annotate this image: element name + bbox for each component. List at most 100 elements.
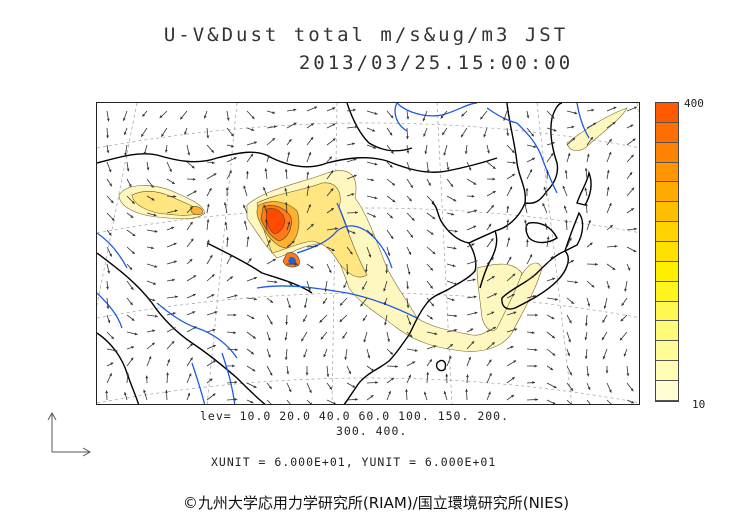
wind-arrowhead xyxy=(634,227,637,231)
wind-arrowhead xyxy=(630,388,634,392)
wind-arrowhead xyxy=(303,305,307,309)
wind-arrowhead xyxy=(630,154,634,158)
wind-arrowhead xyxy=(189,221,193,225)
wind-arrowhead xyxy=(511,294,515,297)
wind-arrowhead xyxy=(267,155,270,159)
wind-arrowhead xyxy=(470,328,474,332)
wind-arrowhead xyxy=(550,367,554,371)
wind-arrowhead xyxy=(230,144,234,148)
wind-arrowhead xyxy=(284,357,288,360)
wind-arrowhead xyxy=(587,386,591,390)
wind-arrowhead xyxy=(552,401,556,404)
wind-arrowhead xyxy=(128,183,132,187)
wind-arrowhead xyxy=(193,326,197,330)
wind-arrowhead xyxy=(352,385,356,388)
wind-arrowhead xyxy=(343,284,347,288)
unit-scale-text: XUNIT = 6.000E+01, YUNIT = 6.000E+01 xyxy=(211,455,497,469)
wind-arrowhead xyxy=(124,152,128,156)
wind-arrowhead xyxy=(568,320,572,324)
wind-arrowhead xyxy=(374,196,378,200)
colorbar-segment xyxy=(656,122,678,143)
wind-arrowhead xyxy=(584,356,588,360)
wind-arrowhead xyxy=(332,123,336,127)
wind-arrowhead xyxy=(131,317,135,321)
wind-arrowhead xyxy=(525,187,529,191)
wind-arrowhead xyxy=(154,264,158,268)
wind-arrowhead xyxy=(514,328,518,332)
wind-arrowhead xyxy=(491,342,495,345)
wind-arrowhead xyxy=(569,372,572,376)
wind-arrowhead xyxy=(408,321,412,325)
wind-arrowhead xyxy=(584,337,588,341)
wind-arrowhead xyxy=(243,204,246,208)
wind-arrowhead xyxy=(406,305,410,308)
wind-arrowhead xyxy=(306,171,310,175)
wind-arrowhead xyxy=(226,117,230,121)
wind-arrowhead xyxy=(562,185,566,189)
wind-arrowhead xyxy=(454,328,458,332)
wind-arrowhead xyxy=(388,390,391,394)
wind-arrowhead xyxy=(344,357,348,360)
wind-arrowhead xyxy=(513,360,517,364)
wind-arrowhead xyxy=(342,335,346,339)
wind-arrowhead xyxy=(308,389,312,393)
wind-arrowhead xyxy=(629,172,633,176)
wind-arrowhead xyxy=(408,251,412,255)
wind-arrowhead xyxy=(454,229,458,233)
wind-arrowhead xyxy=(150,184,154,188)
wind-arrowhead xyxy=(172,327,176,331)
wind-arrowhead xyxy=(230,133,234,137)
wind-arrowhead xyxy=(490,257,494,261)
wind-arrowhead xyxy=(284,337,288,341)
wind-arrowhead xyxy=(122,117,126,121)
wind-arrowhead xyxy=(423,391,427,395)
wind-arrowhead xyxy=(492,326,496,330)
wind-arrowhead xyxy=(471,194,475,198)
wind-arrowhead xyxy=(507,237,511,241)
wind-arrowhead xyxy=(267,239,271,243)
wind-arrowhead xyxy=(126,372,130,376)
wind-arrowhead xyxy=(143,389,146,393)
wind-arrowhead xyxy=(355,211,358,215)
wind-arrowhead xyxy=(564,170,568,173)
wind-arrowhead xyxy=(251,128,255,131)
wind-arrowhead xyxy=(606,186,610,190)
wind-arrowhead xyxy=(567,353,570,357)
wind-arrowhead xyxy=(602,356,606,360)
wind-arrowhead xyxy=(284,202,288,205)
wind-arrowhead xyxy=(329,386,332,390)
wind-arrowhead xyxy=(333,401,336,404)
wind-arrowhead xyxy=(187,392,191,396)
wind-arrowhead xyxy=(339,319,343,323)
wind-arrowhead xyxy=(571,301,574,304)
wind-arrowhead xyxy=(114,349,118,352)
wind-arrowhead xyxy=(473,182,477,185)
wind-arrowhead xyxy=(123,131,127,135)
wind-arrowhead xyxy=(383,302,387,306)
wind-arrowhead xyxy=(552,352,556,356)
wind-arrowhead xyxy=(310,137,314,140)
wind-arrowhead xyxy=(426,169,430,173)
wind-arrowhead xyxy=(308,204,311,208)
wind-arrowhead xyxy=(154,229,158,233)
wind-arrowhead xyxy=(273,125,277,129)
wind-arrowhead xyxy=(326,374,330,377)
wind-arrowhead xyxy=(192,177,196,181)
rivers xyxy=(97,103,590,404)
wind-arrowhead xyxy=(288,305,291,309)
wind-arrowhead xyxy=(267,337,271,341)
wind-arrowhead xyxy=(169,168,172,172)
wind-arrowhead xyxy=(151,246,154,250)
wind-arrowhead xyxy=(584,168,588,171)
wind-arrowhead xyxy=(189,357,193,361)
wind-arrowhead xyxy=(105,390,109,394)
wind-arrowhead xyxy=(328,269,332,273)
wind-arrowhead xyxy=(608,151,612,155)
dust-plume-main xyxy=(246,170,543,352)
dust-plume-northeast xyxy=(566,107,628,152)
wind-arrowhead xyxy=(390,351,393,355)
wind-arrowhead xyxy=(269,300,273,303)
wind-arrowhead xyxy=(383,288,387,292)
wind-arrowhead xyxy=(508,256,512,260)
wind-arrowhead xyxy=(422,118,426,122)
